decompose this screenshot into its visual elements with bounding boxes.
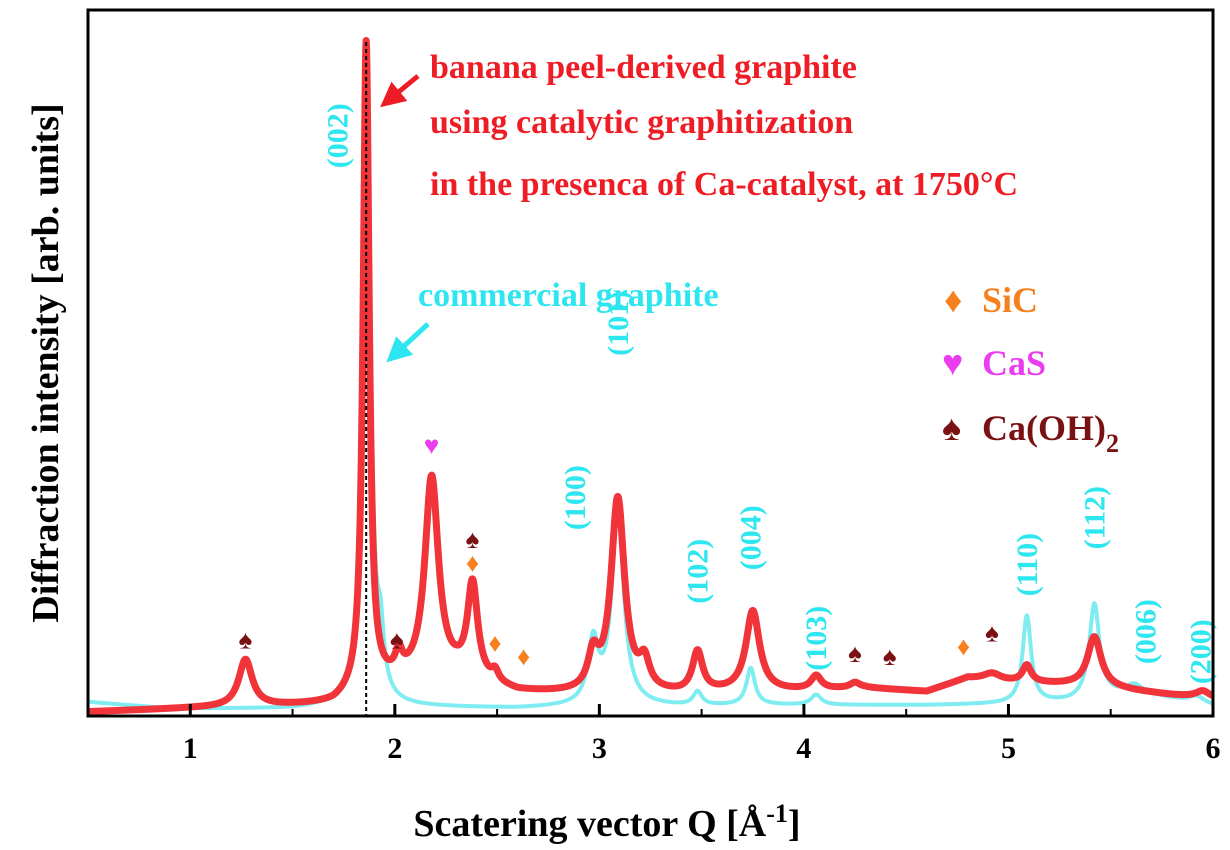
legend-label-caoh2-subscript: 2 [1106,429,1119,458]
hkl-label: (004) [735,505,768,570]
phase-marker-sic: ♦ [466,548,479,577]
hkl-label: (002) [322,103,355,168]
hkl-label: (102) [682,539,715,604]
phase-marker-sic: ♦ [517,642,530,671]
legend-label-sic: SiC [982,280,1038,320]
x-tick-label: 3 [592,732,607,765]
phase-marker-caoh2: ♠ [985,619,999,648]
banana-annotation: banana peel-derived graphite using catal… [380,49,1018,203]
x-tick-label: 4 [796,732,811,765]
legend-symbol-sic: ♦ [944,280,962,320]
hkl-label: (110) [1011,533,1044,596]
banana-annotation-line-1: banana peel-derived graphite [430,49,857,86]
legend-symbol-cas: ♥ [942,343,963,383]
phase-marker-sic: ♦ [488,629,501,658]
legend-symbol-caoh2: ♠ [942,408,961,448]
peak-label-layer: (002) (100) (101) (102) (004) (103) (110) (112)… [322,103,1218,684]
hkl-label: (101) [602,291,635,356]
x-tick-label: 1 [183,732,198,765]
x-axis-title-superscript: -1 [766,799,788,828]
x-tick-label: 5 [1001,732,1016,765]
series-banana-line [88,36,1213,716]
y-axis-title: Diffraction intensity [arb. units] [25,103,67,622]
x-tick-label: 6 [1206,732,1221,765]
legend-label-caoh2: Ca(OH)2 [982,408,1119,458]
phase-marker-caoh2: ♠ [239,625,253,654]
x-tick-label: 2 [387,732,402,765]
legend: ♦ SiC ♥ CaS ♠ Ca(OH)2 [942,280,1119,458]
hkl-label: (100) [559,465,592,530]
banana-annotation-line-3: in the presenca of Ca-catalyst, at 1750°… [430,166,1018,203]
banana-arrow [380,74,420,108]
series-commercial-line [88,50,1213,711]
series-layer [88,36,1213,716]
commercial-annotation: commercial graphite [386,277,719,363]
hkl-label: (112) [1078,486,1111,549]
phase-marker-sic: ♦ [957,632,970,661]
phase-marker-caoh2: ♠ [848,639,862,668]
phase-marker-cas: ♥ [424,431,439,460]
phase-marker-caoh2: ♠ [466,525,480,554]
phase-marker-caoh2: ♠ [390,625,404,654]
plot-frame [86,8,1215,718]
hkl-label: (006) [1130,599,1163,664]
x-axis-title: Scatering vector Q [Å-1] [413,799,800,845]
commercial-annotation-text: commercial graphite [418,277,719,314]
hkl-label: (103) [800,606,833,671]
x-tick-layer: 1 2 3 4 5 6 [87,704,1221,765]
banana-annotation-line-2: using catalytic graphitization [430,104,853,141]
commercial-arrow [386,322,430,363]
phase-marker-caoh2: ♠ [883,642,897,671]
legend-label-cas: CaS [982,343,1046,383]
phase-marker-layer: ♠ ♠ ♠ ♠ ♠ ♠ ♥ ♦ ♦ ♦ ♦ [239,431,999,671]
